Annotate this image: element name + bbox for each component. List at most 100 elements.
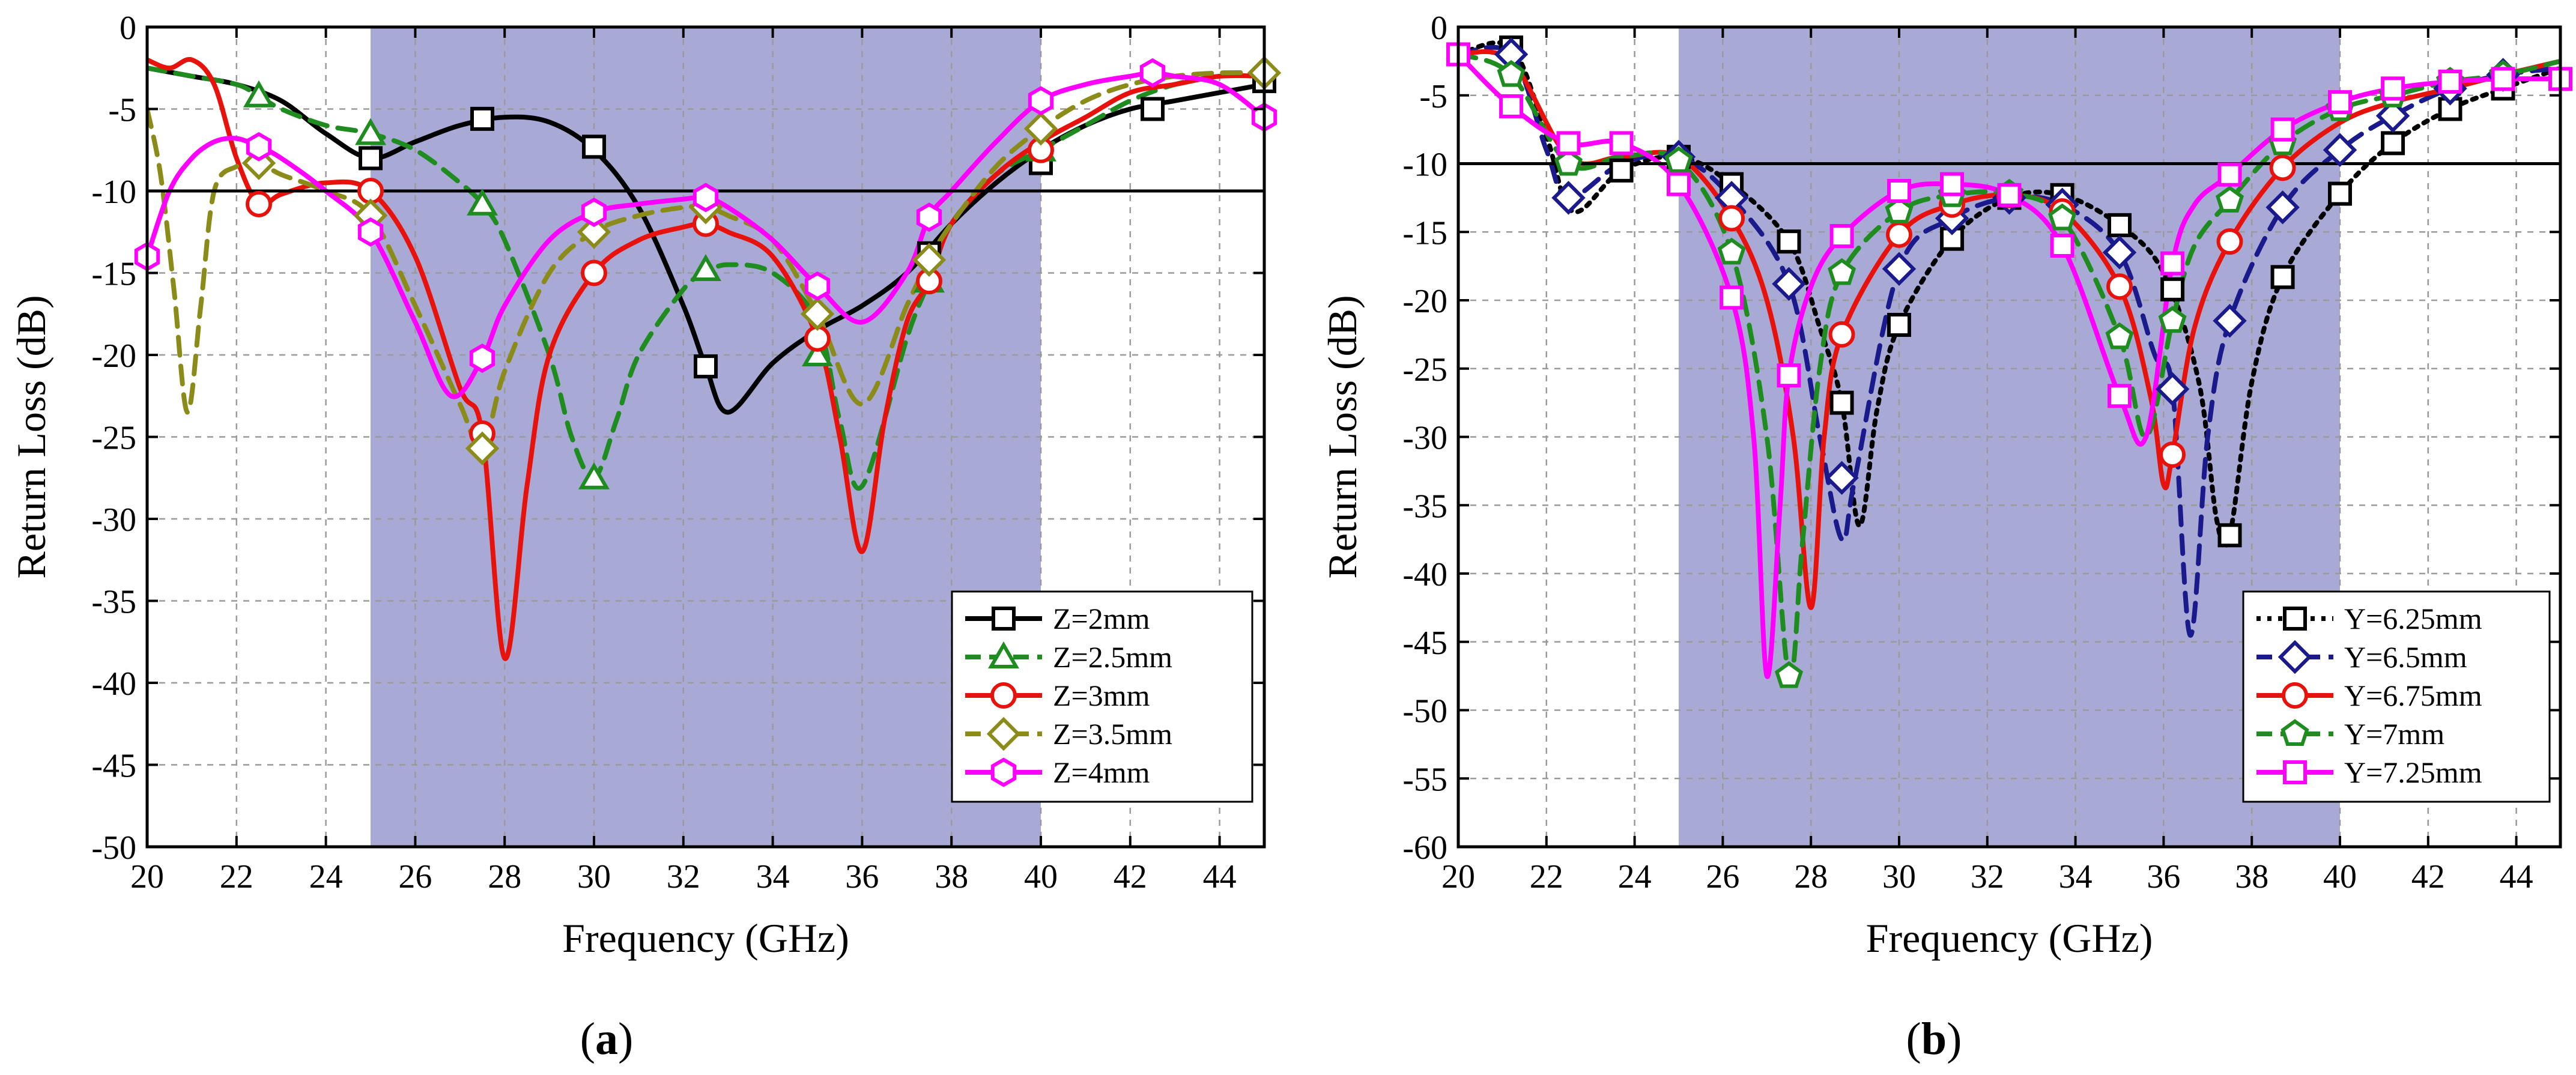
axis-ticks: 20 22 24 26 28 30 32 34 36 38 40 42 44 0 -5 -10 -15 -20 -2… <box>1402 10 2560 895</box>
x-tick-label: 42 <box>1114 858 1147 895</box>
data-point-2 <box>1882 252 1917 286</box>
data-point-4 <box>1717 237 1746 265</box>
data-point-4 <box>1774 661 1804 688</box>
data-point-5 <box>2381 76 2405 101</box>
legend-label: Y=7.25mm <box>2344 756 2482 789</box>
data-point-5 <box>2491 67 2515 91</box>
x-tick-label: 40 <box>1024 858 1058 895</box>
legend-label: Z=2mm <box>1053 602 1150 635</box>
data-point-5 <box>1609 131 1634 156</box>
y-tick-label: -50 <box>1402 693 1447 730</box>
data-point-3 <box>1886 221 1912 248</box>
x-tick-label: 28 <box>488 858 521 895</box>
x-tick-label: 20 <box>1441 858 1475 895</box>
data-point-2 <box>690 254 721 281</box>
legend-label: Z=2.5mm <box>1053 640 1172 674</box>
data-point-5 <box>1139 58 1166 88</box>
data-point-2 <box>2323 133 2357 168</box>
data-point-5 <box>357 217 384 247</box>
y-tick-label: 0 <box>120 10 136 47</box>
data-point-5 <box>1556 131 1581 156</box>
chart-panel-a: 20 22 24 26 28 30 32 34 36 38 40 42 44 0 -5 -10 -15 -20 -2… <box>8 10 1282 1064</box>
data-point-5 <box>1720 285 1744 310</box>
data-point-3 <box>246 190 272 217</box>
data-point-5 <box>1940 172 1965 196</box>
data-point-5 <box>2108 384 2132 408</box>
data-point-1 <box>2108 213 2132 237</box>
y-tick-label: -40 <box>1402 556 1447 593</box>
legend-label: Y=6.25mm <box>2344 602 2482 635</box>
data-point-5 <box>246 132 272 162</box>
data-point-4 <box>577 215 611 249</box>
series-line-1 <box>1458 40 2560 550</box>
data-point-5 <box>581 198 607 227</box>
caption-close: ) <box>618 1014 633 1064</box>
legend-label: Z=3.5mm <box>1053 717 1172 751</box>
x-tick-label: 32 <box>1971 858 2004 895</box>
x-tick-label: 28 <box>1794 858 1828 895</box>
y-tick-label: -5 <box>108 92 136 129</box>
y-tick-label: -10 <box>1402 147 1447 184</box>
data-point-4 <box>2105 322 2134 350</box>
y-tick-label: -50 <box>91 829 136 867</box>
data-point-1 <box>1887 312 1911 337</box>
data-point-3 <box>2106 273 2133 300</box>
y-tick-label: -5 <box>1419 78 1447 115</box>
data-point-4 <box>1664 146 1693 173</box>
x-axis-title: Frequency (GHz) <box>1866 915 2153 961</box>
chart-panel-b: 20 22 24 26 28 30 32 34 36 38 40 42 44 0 -5 -10 -15 -20 -2… <box>1320 10 2572 1064</box>
data-point-5 <box>1499 94 1524 118</box>
legend-label: Z=4mm <box>1053 756 1150 789</box>
data-point-5 <box>2217 162 2242 187</box>
x-tick-label: 42 <box>2411 858 2445 895</box>
x-axis-title: Frequency (GHz) <box>562 915 849 961</box>
legend-marker <box>2283 760 2307 784</box>
data-point-1 <box>1609 158 1634 183</box>
y-tick-label: -25 <box>91 420 136 457</box>
x-tick-label: 44 <box>1203 858 1237 895</box>
data-point-3 <box>2269 154 2296 181</box>
x-tick-label: 30 <box>1882 858 1916 895</box>
data-point-1 <box>2217 523 2242 548</box>
data-point-1 <box>2270 265 2295 289</box>
legend-label: Y=6.75mm <box>2344 679 2482 712</box>
x-tick-label: 34 <box>2059 858 2093 895</box>
x-tick-label: 24 <box>309 858 343 895</box>
legend-marker <box>2281 719 2309 746</box>
y-tick-label: 0 <box>1431 10 1447 47</box>
panel-caption: (a) <box>580 1014 634 1064</box>
legend-marker <box>2283 607 2307 631</box>
legend-marker <box>2277 640 2312 674</box>
x-tick-label: 44 <box>2500 858 2533 895</box>
data-point-5 <box>2328 90 2352 115</box>
series-line-3 <box>147 56 1264 661</box>
data-point-1 <box>1829 390 1854 415</box>
data-point-4 <box>912 243 947 277</box>
caption-open: ( <box>1906 1014 1921 1064</box>
x-tick-label: 22 <box>220 858 253 895</box>
data-point-5 <box>1667 172 1691 196</box>
data-point-4 <box>1828 258 1856 285</box>
data-point-1 <box>470 106 494 131</box>
data-point-1 <box>582 135 606 159</box>
x-tick-label: 38 <box>935 858 968 895</box>
x-tick-label: 30 <box>577 858 611 895</box>
y-tick-label: -55 <box>1402 761 1447 798</box>
series-line-4 <box>147 70 1264 452</box>
data-point-2 <box>1551 181 1586 215</box>
data-point-3 <box>1718 205 1745 232</box>
data-point-2 <box>1825 461 1859 495</box>
data-point-5 <box>2050 234 2074 258</box>
x-tick-label: 26 <box>1706 858 1739 895</box>
data-point-5 <box>916 202 942 232</box>
x-tick-label: 20 <box>130 858 164 895</box>
data-point-5 <box>1777 363 1801 388</box>
data-point-5 <box>2438 70 2462 94</box>
data-point-3 <box>2159 441 2186 468</box>
panel-caption: (b) <box>1906 1014 1962 1064</box>
y-axis-title: Return Loss (dB) <box>8 295 54 578</box>
legend: Y=6.25mm Y=6.5mm Y=6.75mm Y=7mm Y=7.25mm <box>2242 590 2551 803</box>
data-point-4 <box>1554 148 1583 176</box>
axis-ticks: 20 22 24 26 28 30 32 34 36 38 40 42 44 0 -5 -10 -15 -20 -2… <box>91 10 1264 895</box>
y-tick-label: -15 <box>91 256 136 293</box>
